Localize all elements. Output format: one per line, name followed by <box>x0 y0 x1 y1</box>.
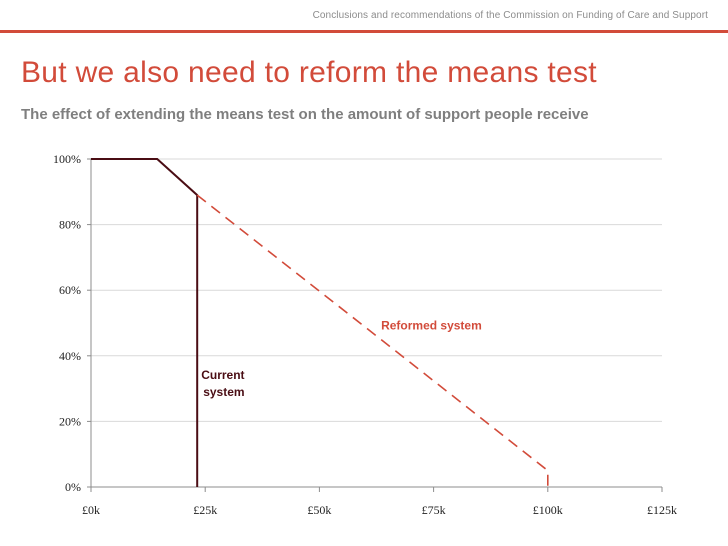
y-tick-label-2: 40% <box>59 349 81 363</box>
x-tick-label-4: £100k <box>533 503 563 517</box>
y-tick-label-5: 100% <box>53 152 81 166</box>
annotation-reformed-system: Reformed system <box>381 319 482 333</box>
y-tick-label-1: 20% <box>59 414 81 428</box>
x-tick-label-3: £75k <box>422 503 446 517</box>
x-tick-label-2: £50k <box>307 503 331 517</box>
header-rule <box>0 30 728 33</box>
y-tick-label-3: 60% <box>59 283 81 297</box>
y-tick-label-0: 0% <box>65 480 81 494</box>
annotation-current-system: Current system <box>201 368 244 399</box>
header-text: Conclusions and recommendations of the C… <box>306 10 708 21</box>
series-line-current-system <box>91 158 199 487</box>
slide-subtitle: The effect of extending the means test o… <box>21 106 589 123</box>
y-tick-label-4: 80% <box>59 218 81 232</box>
slide-title: But we also need to reform the means tes… <box>21 56 597 89</box>
x-tick-label-0: £0k <box>82 503 100 517</box>
series-line-reformed-system <box>196 194 549 487</box>
x-tick-label-1: £25k <box>193 503 217 517</box>
x-tick-label-5: £125k <box>647 503 677 517</box>
